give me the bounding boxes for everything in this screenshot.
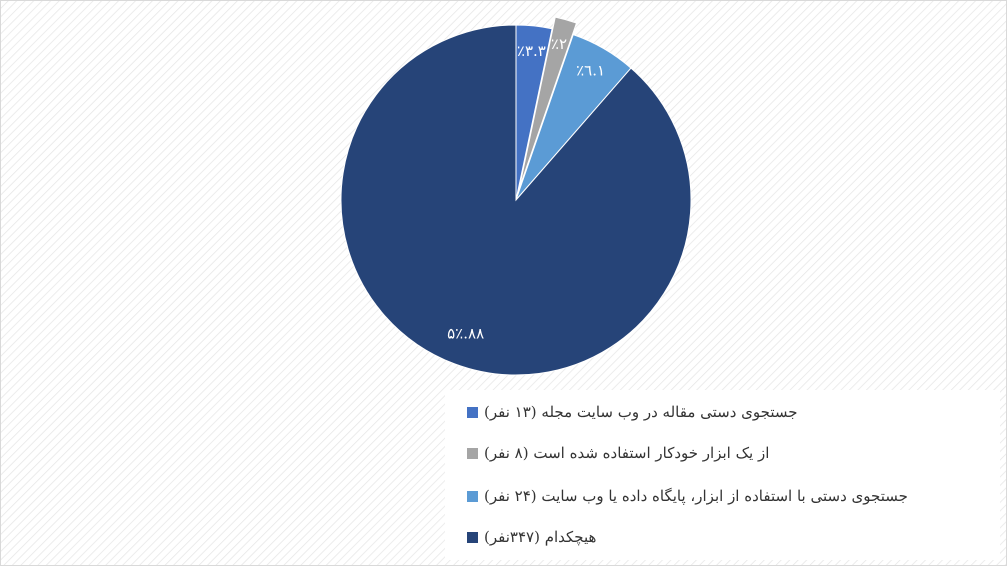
legend: جستجوی دستی مقاله در وب سایت مجله (۱۳ نف… (445, 390, 1000, 560)
legend-swatch (467, 490, 478, 502)
legend-label: از یک ابزار خودکار استفاده شده است (۸ نف… (484, 444, 770, 462)
legend-label: هیچکدام (۳۴۷نفر) (484, 528, 597, 546)
legend-item: جستجوی دستی مقاله در وب سایت مجله (۱۳ نف… (467, 403, 798, 421)
pie-slice (518, 16, 578, 189)
data-label: ٦.١٪ (576, 61, 605, 79)
legend-swatch (467, 447, 478, 459)
data-label: ٢٪ (551, 35, 567, 53)
legend-label: جستجوی دستی مقاله در وب سایت مجله (۱۳ نف… (484, 403, 798, 421)
data-label: ٨٨.۵٪ (447, 324, 484, 342)
legend-swatch (467, 406, 478, 418)
legend-item: جستجوی دستی با استفاده از ابزار، پایگاه … (467, 487, 908, 505)
pie-slice (340, 24, 692, 376)
legend-item: از یک ابزار خودکار استفاده شده است (۸ نف… (467, 444, 769, 462)
legend-item: هیچکدام (۳۴۷نفر) (467, 528, 596, 546)
data-label: ٣.٣٪ (517, 42, 546, 60)
legend-swatch (467, 531, 478, 543)
legend-label: جستجوی دستی با استفاده از ابزار، پایگاه … (484, 487, 908, 505)
